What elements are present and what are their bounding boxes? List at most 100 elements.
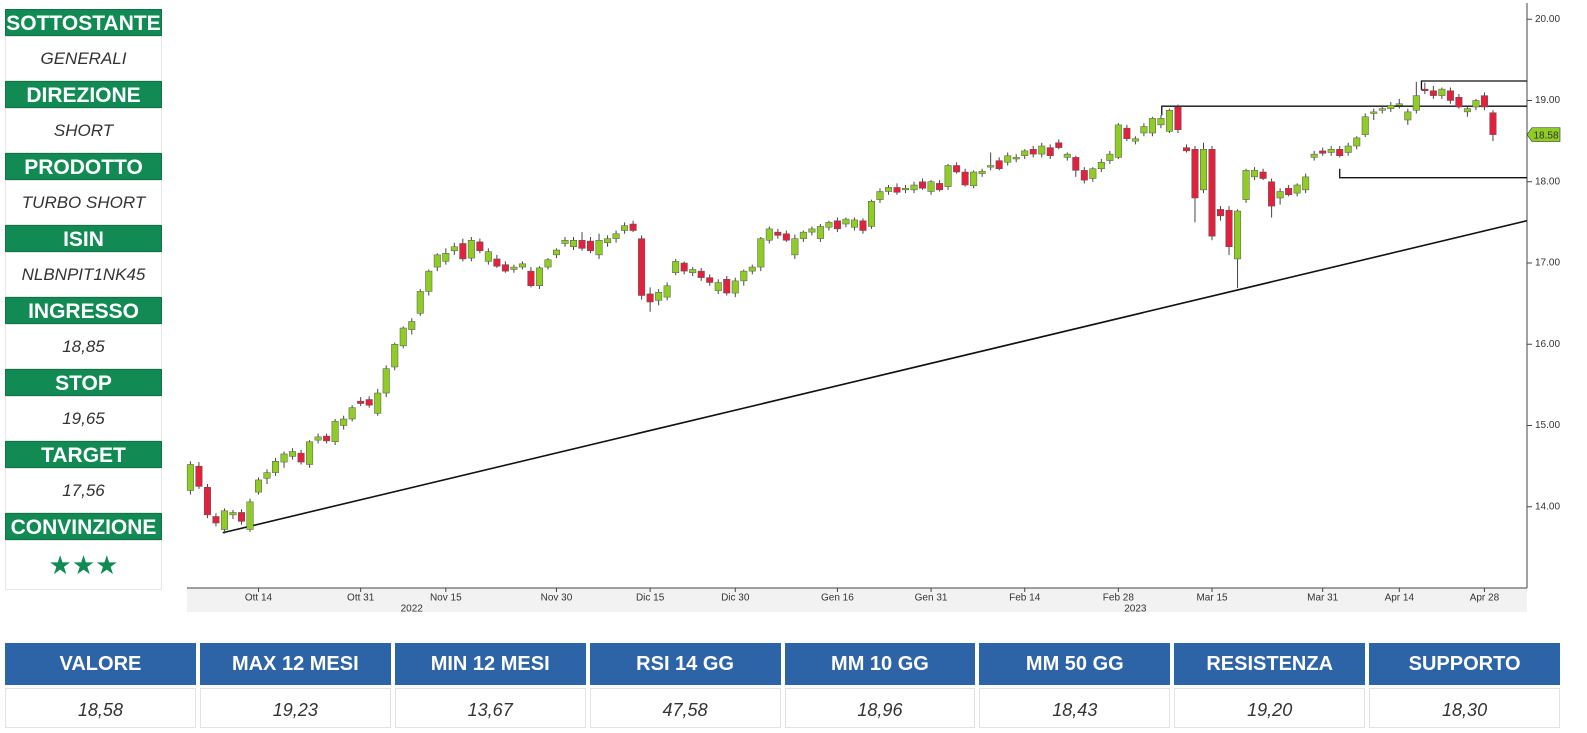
candle-body — [1097, 162, 1105, 169]
candle-body — [399, 327, 407, 347]
field-label: SOTTOSTANTE — [5, 9, 162, 36]
x-tick-label: Gen 31 — [915, 593, 948, 604]
level-line — [1161, 105, 1527, 116]
candle-body — [1225, 209, 1233, 247]
candle-body — [1319, 150, 1327, 154]
cell: 19,20 — [1174, 688, 1366, 728]
candle-body — [1276, 191, 1284, 199]
candle-body — [621, 225, 629, 231]
candle-body — [1217, 209, 1225, 217]
candle-body — [825, 222, 833, 228]
candle-body — [476, 241, 484, 252]
candle-body — [1404, 111, 1412, 121]
candle-body — [416, 291, 424, 314]
candle-body — [1114, 124, 1122, 158]
candle-body — [774, 231, 782, 236]
cell: 18,43 — [979, 688, 1171, 728]
candle-body — [697, 270, 705, 278]
y-tick-label: 16.00 — [1535, 339, 1560, 350]
candle-body — [842, 218, 850, 225]
candle-body — [944, 165, 952, 187]
cell: 18,30 — [1369, 688, 1560, 728]
candle-body — [323, 435, 331, 442]
candle-body — [1234, 210, 1242, 260]
x-tick-label: Dic 30 — [721, 593, 750, 604]
candle-body — [382, 368, 390, 394]
candle-body — [1021, 150, 1029, 156]
candle-body — [1378, 108, 1386, 111]
candle-body — [1455, 97, 1463, 108]
candle-body — [374, 392, 382, 414]
candle-body — [1361, 116, 1369, 135]
candle-body — [816, 226, 824, 239]
candle-body — [425, 270, 433, 292]
candle-body — [255, 479, 263, 493]
x-tick-label: Dic 15 — [636, 593, 665, 604]
x-tick-label: Apr 14 — [1385, 593, 1415, 604]
candle-body — [1268, 181, 1276, 207]
candle-body — [1140, 126, 1148, 134]
candle-body — [1029, 149, 1037, 155]
candle-body — [1327, 149, 1335, 153]
candle-body — [220, 510, 228, 530]
candle-body — [1438, 88, 1446, 96]
candle-body — [1055, 142, 1063, 148]
candle-body — [535, 267, 543, 286]
candle-body — [306, 441, 314, 465]
candle-body — [263, 472, 271, 479]
field-value: TURBO SHORT — [5, 180, 162, 225]
candle-body — [357, 400, 365, 404]
candle-body — [195, 465, 203, 487]
year-label: 2022 — [401, 604, 424, 615]
candle-body — [902, 188, 910, 191]
candle-body — [808, 228, 816, 233]
field-label: PRODOTTO — [5, 153, 162, 180]
cell: 18,58 — [5, 688, 196, 728]
candle-body — [689, 269, 697, 273]
candle-body — [433, 254, 441, 268]
candle-body — [1191, 149, 1199, 199]
candle-body — [365, 399, 373, 406]
candle-body — [978, 170, 986, 174]
x-tick-label: Mar 15 — [1196, 593, 1228, 604]
candle-body — [467, 240, 475, 259]
level-line — [1339, 168, 1527, 179]
candle-body — [561, 240, 569, 244]
candle-body — [1242, 170, 1250, 200]
candle-body — [1174, 106, 1182, 130]
y-tick-label: 14.00 — [1535, 501, 1560, 512]
candle-body — [1251, 170, 1259, 178]
candle-body — [936, 183, 944, 191]
candle-body — [348, 407, 356, 420]
candle-body — [1395, 103, 1403, 106]
candle-body — [459, 243, 467, 260]
candle-body — [527, 270, 535, 286]
candle-body — [629, 223, 637, 231]
candle-body — [1472, 100, 1480, 108]
cell: 19,23 — [199, 688, 391, 728]
candle-body — [663, 285, 671, 298]
candle-body — [1182, 147, 1190, 152]
candle-body — [655, 292, 663, 301]
field-label: ISIN — [5, 225, 162, 252]
candle-body — [493, 258, 501, 267]
candle-body — [1259, 171, 1267, 179]
candle-body — [544, 259, 552, 268]
candle-body — [782, 233, 790, 241]
y-tick-label: 18.00 — [1535, 176, 1560, 187]
candle-body — [1131, 138, 1139, 142]
cell: 47,58 — [589, 688, 781, 728]
candle-body — [1038, 145, 1046, 155]
candle-body — [186, 464, 194, 491]
x-tick-label: Nov 30 — [541, 593, 573, 604]
candle-body — [1080, 170, 1088, 181]
candle-body — [229, 512, 237, 516]
field-value: GENERALI — [5, 36, 162, 81]
field-value: SHORT — [5, 108, 162, 153]
candle-body — [1199, 149, 1207, 191]
chart: 14.00 15.00 16.00 17.00 18.00 19.00 20.00 Ott 1… — [186, 3, 1560, 615]
column-header: RSI 14 GG — [589, 643, 781, 685]
x-tick-label: Feb 14 — [1009, 593, 1041, 604]
column-header: MAX 12 MESI — [199, 643, 391, 685]
